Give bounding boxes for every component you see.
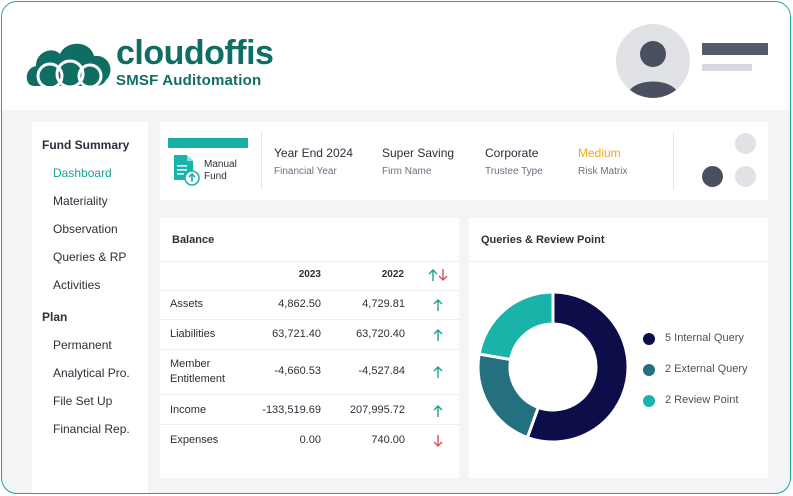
- sidebar: Fund Summary Dashboard Materiality Obser…: [32, 122, 148, 493]
- sidebar-item-activities[interactable]: Activities: [53, 278, 101, 292]
- fund-name-placeholder: [168, 138, 248, 148]
- divider: [160, 290, 459, 291]
- trend-up-icon: [433, 329, 443, 341]
- queries-title: Queries & Review Point: [481, 234, 605, 246]
- sidebar-section-plan: Plan: [42, 310, 68, 324]
- brand-name: cloudoffis: [116, 34, 274, 72]
- value-2023: -4,660.53: [274, 365, 321, 377]
- legend-label: 2 Review Point: [665, 394, 739, 406]
- fund-type-line1: Manual: [204, 159, 237, 170]
- header: cloudoffis SMSF Auditomation: [2, 2, 790, 110]
- financial-year-value: Year End 2024: [274, 146, 353, 160]
- status-dot[interactable]: [735, 166, 756, 187]
- queries-donut-chart: [477, 291, 629, 443]
- sidebar-item-queries-rp[interactable]: Queries & RP: [53, 250, 127, 264]
- sidebar-item-materiality[interactable]: Materiality: [53, 194, 108, 208]
- avatar[interactable]: [616, 24, 690, 98]
- user-icon: [627, 41, 679, 98]
- trend-down-icon: [433, 435, 443, 447]
- balance-title: Balance: [172, 234, 215, 246]
- firm-name-value: Super Saving: [382, 146, 455, 160]
- divider: [469, 261, 768, 262]
- row-label-liabilities: Liabilities: [170, 328, 216, 340]
- donut-segment-internal-query[interactable]: [525, 291, 629, 443]
- trend-up-icon: [433, 405, 443, 417]
- value-2023: 0.00: [299, 434, 321, 446]
- sidebar-item-financial-rep[interactable]: Financial Rep.: [53, 422, 130, 436]
- sidebar-item-analytical-pro[interactable]: Analytical Pro.: [53, 366, 130, 380]
- financial-year-label: Financial Year: [274, 166, 337, 177]
- trustee-type-value: Corporate: [485, 146, 539, 160]
- divider: [160, 424, 459, 425]
- trustee-type-label: Trustee Type: [485, 166, 543, 177]
- value-2022: 4,729.81: [362, 298, 405, 310]
- risk-matrix-value: Medium: [578, 146, 621, 160]
- divider: [160, 319, 459, 320]
- trend-up-icon: [433, 366, 443, 378]
- user-name-placeholder: [702, 43, 768, 55]
- sidebar-section-fund-summary: Fund Summary: [42, 138, 130, 152]
- legend-swatch: [643, 395, 655, 407]
- value-2023: -133,519.69: [262, 404, 321, 416]
- sort-arrows-icon[interactable]: [427, 268, 449, 282]
- risk-matrix-label: Risk Matrix: [578, 166, 628, 177]
- value-2023: 4,862.50: [278, 298, 321, 310]
- row-label-assets: Assets: [170, 298, 204, 310]
- legend-label: 2 External Query: [665, 363, 748, 375]
- column-header-2023: 2023: [298, 269, 321, 280]
- divider: [673, 132, 674, 190]
- fund-type-line2: Fund: [204, 171, 227, 182]
- donut-segment-external-query[interactable]: [477, 352, 541, 440]
- divider: [160, 349, 459, 350]
- document-upload-icon: [174, 155, 200, 186]
- row-label-member-entitlement: Member Entitlement: [170, 358, 226, 385]
- column-header-2022: 2022: [381, 269, 404, 280]
- value-2022: 740.00: [371, 434, 405, 446]
- fund-type: Manual Fund: [204, 159, 237, 183]
- queries-review-card: Queries & Review Point 5 Internal Query …: [469, 218, 768, 478]
- legend-swatch: [643, 333, 655, 345]
- status-dot[interactable]: [702, 166, 723, 187]
- user-role-placeholder: [702, 64, 752, 71]
- status-dot[interactable]: [735, 133, 756, 154]
- row-label-income: Income: [170, 404, 207, 416]
- value-2023: 63,721.40: [272, 328, 321, 340]
- sidebar-item-permanent[interactable]: Permanent: [53, 338, 112, 352]
- firm-name-label: Firm Name: [382, 166, 432, 177]
- divider: [160, 394, 459, 395]
- cloud-logo-icon: [26, 43, 111, 90]
- brand-subtitle: SMSF Auditomation: [116, 72, 262, 89]
- divider: [160, 261, 459, 262]
- legend-swatch: [643, 364, 655, 376]
- donut-segment-review-point[interactable]: [477, 291, 555, 362]
- row-label-expenses: Expenses: [170, 434, 219, 446]
- value-2022: 63,720.40: [356, 328, 405, 340]
- sidebar-item-dashboard[interactable]: Dashboard: [53, 166, 112, 180]
- balance-card: Balance 2023 2022 Assets 4,862.50 4,729.…: [160, 218, 459, 478]
- value-2022: -4,527.84: [358, 365, 405, 377]
- divider: [261, 132, 262, 190]
- fund-summary-card: Manual Fund Year End 2024 Financial Year…: [160, 122, 768, 200]
- sidebar-item-observation[interactable]: Observation: [53, 222, 118, 236]
- legend-label: 5 Internal Query: [665, 332, 744, 344]
- sidebar-item-file-set-up[interactable]: File Set Up: [53, 394, 113, 408]
- value-2022: 207,995.72: [349, 404, 405, 416]
- trend-up-icon: [433, 299, 443, 311]
